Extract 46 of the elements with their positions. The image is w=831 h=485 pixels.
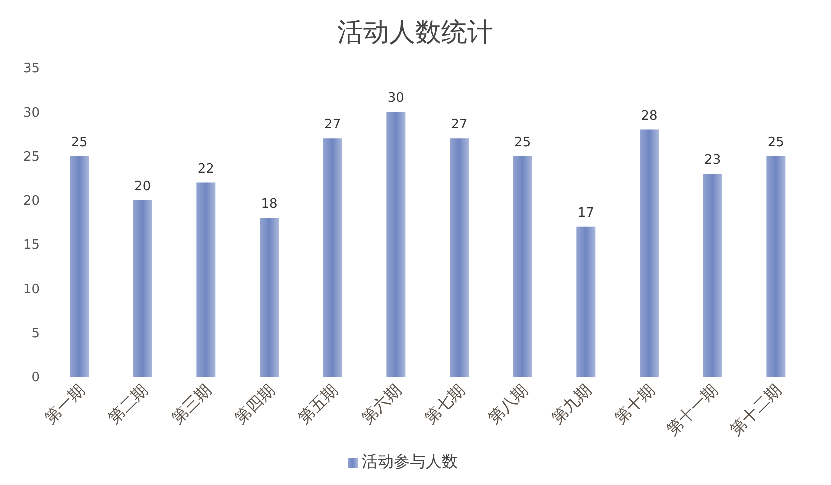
data-label: 27 <box>451 118 468 133</box>
x-tick-label: 第八期 <box>484 380 532 428</box>
bar <box>450 138 469 377</box>
data-label: 25 <box>71 135 88 150</box>
x-tick-label: 第十一期 <box>663 380 722 440</box>
bar <box>640 130 659 377</box>
data-label: 17 <box>578 206 594 221</box>
bar <box>196 182 216 377</box>
x-tick-label: 第三期 <box>168 380 216 428</box>
y-tick-label: 25 <box>23 150 40 165</box>
y-tick-label: 30 <box>23 106 40 121</box>
data-label: 25 <box>768 135 784 150</box>
x-tick-label: 第四期 <box>231 380 278 428</box>
bar <box>70 156 89 377</box>
data-label: 25 <box>514 135 532 150</box>
x-tick-label: 第七期 <box>421 380 468 428</box>
y-tick-label: 15 <box>23 238 40 254</box>
bar <box>703 174 722 377</box>
y-tick-label: 35 <box>23 62 40 77</box>
x-tick-label: 第二期 <box>104 380 152 428</box>
y-tick-label: 20 <box>23 194 40 210</box>
bar <box>260 218 279 377</box>
bar <box>513 156 532 377</box>
y-tick-label: 10 <box>23 282 40 298</box>
x-tick-label: 第九期 <box>548 380 596 428</box>
bar <box>323 138 342 377</box>
data-label: 18 <box>261 197 278 212</box>
data-label: 23 <box>704 152 722 168</box>
data-label: 30 <box>388 91 404 106</box>
x-tick-label: 第十二期 <box>726 380 786 440</box>
data-label: 27 <box>324 118 342 133</box>
x-tick-label: 第一期 <box>41 380 88 428</box>
data-label: 28 <box>641 108 658 124</box>
y-tick-label: 0 <box>32 370 40 386</box>
data-label: 20 <box>134 179 152 194</box>
bar <box>133 200 152 377</box>
x-tick-label: 第五期 <box>294 380 342 428</box>
bar <box>766 156 786 377</box>
data-label: 22 <box>198 162 214 177</box>
bar <box>386 112 406 377</box>
chart-title: 活动人数统计 <box>336 17 494 50</box>
bar <box>576 226 596 377</box>
legend-label: 活动参与人数 <box>362 452 458 471</box>
x-tick-label: 第六期 <box>358 380 406 428</box>
x-tick-label: 第十期 <box>611 380 658 428</box>
y-tick-label: 5 <box>32 326 40 342</box>
